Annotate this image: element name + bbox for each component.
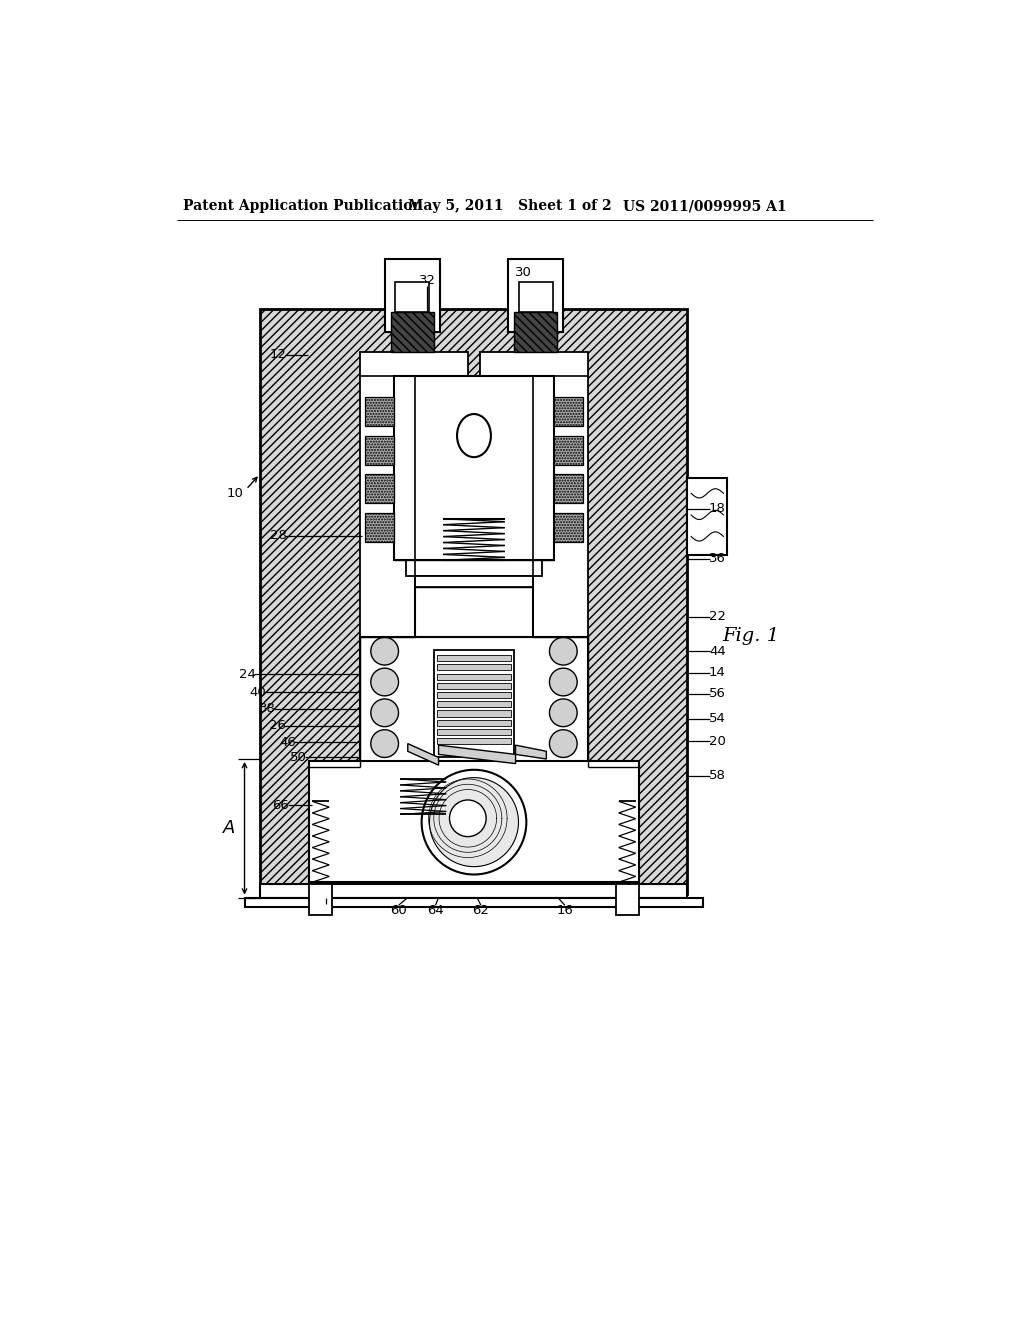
Bar <box>260 309 687 894</box>
Bar <box>395 281 429 313</box>
Bar <box>554 512 584 541</box>
Bar <box>437 664 511 671</box>
Circle shape <box>550 638 578 665</box>
Bar <box>437 710 511 717</box>
Bar <box>391 313 434 352</box>
Bar <box>365 436 394 465</box>
Bar <box>360 352 468 692</box>
Text: 18: 18 <box>709 502 726 515</box>
Text: 16: 16 <box>556 904 573 917</box>
Text: 42: 42 <box>476 513 494 527</box>
Text: 58: 58 <box>709 770 726 783</box>
Text: 54: 54 <box>709 713 726 726</box>
Bar <box>437 719 511 726</box>
Text: 30: 30 <box>515 265 531 279</box>
Bar <box>365 397 394 426</box>
Text: 12: 12 <box>270 348 287 362</box>
Text: 36: 36 <box>709 552 726 565</box>
Text: 44: 44 <box>709 644 726 657</box>
Text: 26: 26 <box>269 719 286 733</box>
Bar <box>687 478 727 554</box>
Bar <box>437 701 511 708</box>
Circle shape <box>371 730 398 758</box>
Bar <box>365 512 394 541</box>
Circle shape <box>550 668 578 696</box>
Circle shape <box>371 668 398 696</box>
Bar <box>360 638 588 767</box>
Bar <box>518 281 553 313</box>
Bar <box>437 655 511 661</box>
Circle shape <box>550 730 578 758</box>
Bar <box>365 474 394 503</box>
Circle shape <box>371 638 398 665</box>
Bar <box>554 474 584 503</box>
Bar <box>245 898 702 907</box>
Text: 50: 50 <box>290 751 307 764</box>
Bar <box>437 682 511 689</box>
Circle shape <box>371 700 398 726</box>
Bar <box>554 436 584 465</box>
Bar <box>508 259 563 331</box>
Text: 46: 46 <box>280 735 296 748</box>
Text: 62: 62 <box>472 904 489 917</box>
Text: 32: 32 <box>419 273 435 286</box>
Circle shape <box>450 800 486 837</box>
Circle shape <box>422 770 526 874</box>
Text: 38: 38 <box>259 702 276 715</box>
Bar <box>309 760 639 882</box>
Bar <box>437 673 511 680</box>
Text: A: A <box>223 820 236 837</box>
Text: 40: 40 <box>249 685 266 698</box>
Bar <box>309 884 333 915</box>
Bar <box>434 649 514 758</box>
Bar <box>385 259 440 331</box>
Text: Patent Application Publication: Patent Application Publication <box>183 199 423 213</box>
Text: 56: 56 <box>709 686 726 700</box>
Bar <box>416 587 532 638</box>
Text: US 2011/0099995 A1: US 2011/0099995 A1 <box>624 199 787 213</box>
Bar <box>480 352 588 692</box>
Polygon shape <box>438 744 515 763</box>
Text: 10: 10 <box>226 487 243 500</box>
Bar <box>260 884 687 898</box>
Circle shape <box>429 777 518 867</box>
Ellipse shape <box>457 414 490 457</box>
Bar <box>416 576 532 587</box>
Bar <box>437 738 511 744</box>
Polygon shape <box>408 743 438 766</box>
Bar <box>437 729 511 735</box>
Bar <box>394 376 554 560</box>
Text: 20: 20 <box>709 735 726 748</box>
Bar <box>437 692 511 698</box>
Bar <box>407 560 542 576</box>
Bar <box>554 397 584 426</box>
Text: 24: 24 <box>240 668 256 681</box>
Text: 48: 48 <box>461 560 478 573</box>
Text: May 5, 2011   Sheet 1 of 2: May 5, 2011 Sheet 1 of 2 <box>408 199 611 213</box>
Bar <box>615 884 639 915</box>
Text: 52: 52 <box>317 903 335 916</box>
Bar <box>514 313 557 352</box>
Text: Fig. 1: Fig. 1 <box>722 627 779 644</box>
Text: 60: 60 <box>390 904 407 917</box>
Text: 64: 64 <box>427 904 443 917</box>
Text: 14: 14 <box>709 667 726 680</box>
Text: 34: 34 <box>476 459 494 473</box>
Circle shape <box>550 700 578 726</box>
Text: 22: 22 <box>709 610 726 623</box>
Text: 28: 28 <box>270 529 287 543</box>
Polygon shape <box>515 744 547 759</box>
Text: 66: 66 <box>272 799 289 812</box>
